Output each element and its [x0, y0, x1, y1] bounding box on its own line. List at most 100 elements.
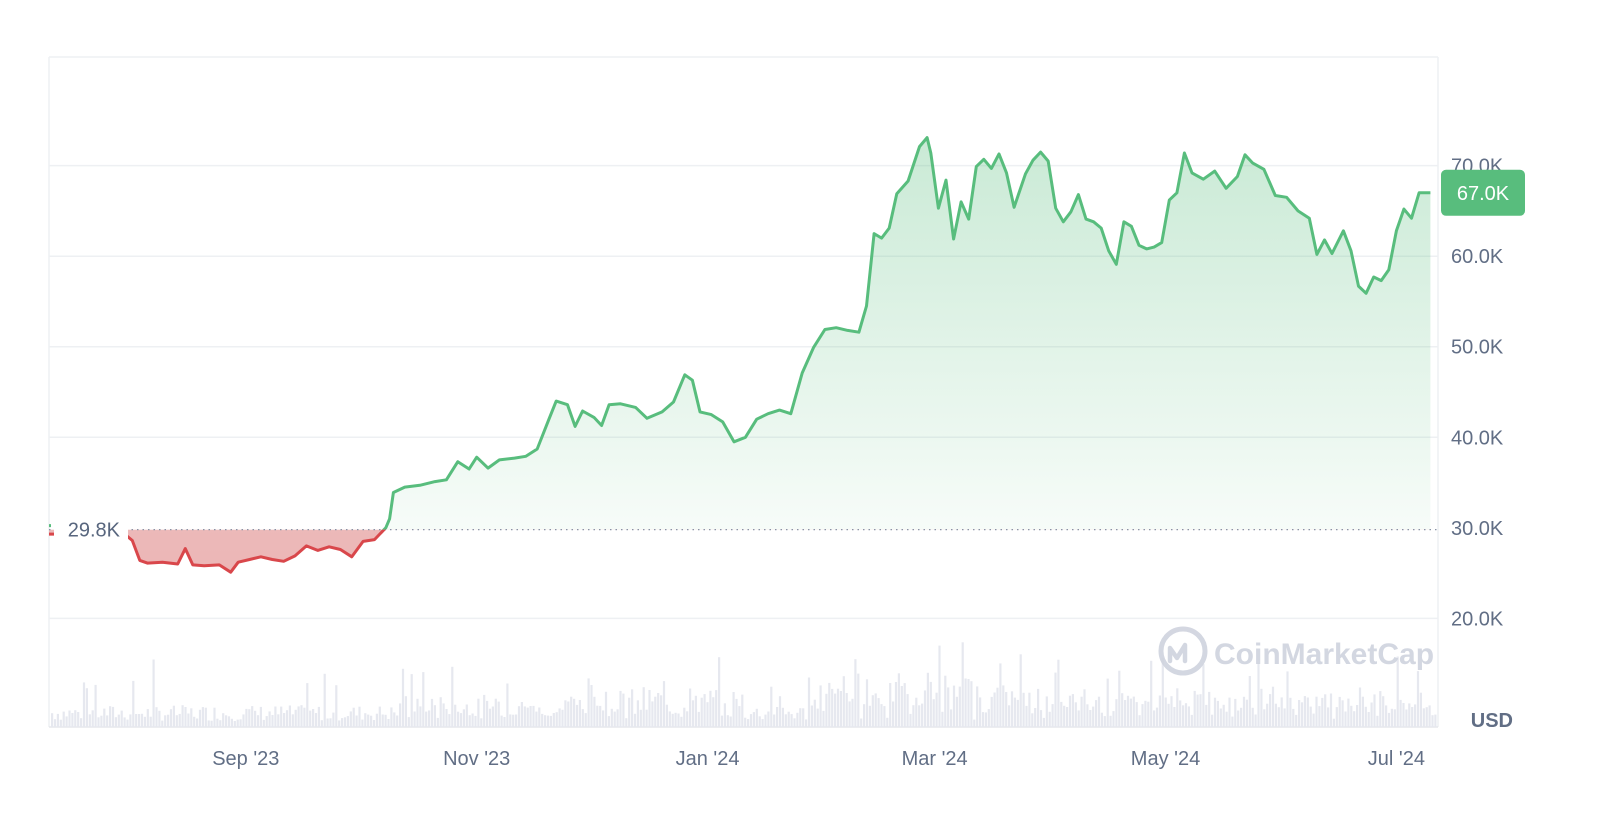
volume-bar	[990, 696, 993, 727]
volume-bar	[532, 705, 535, 727]
volume-bar	[1422, 708, 1425, 727]
volume-bar	[1283, 708, 1286, 727]
volume-bar	[1329, 693, 1333, 727]
volume-bar	[581, 709, 584, 727]
volume-bar	[56, 713, 59, 727]
volume-bar	[546, 715, 550, 727]
volume-bar	[1219, 708, 1222, 727]
volume-bar	[703, 694, 706, 727]
volume-bar	[880, 704, 883, 727]
x-tick-label: Jul '24	[1368, 748, 1425, 770]
volume-bar	[538, 707, 541, 727]
volume-bar	[662, 681, 666, 727]
volume-bar	[1129, 698, 1132, 727]
volume-bar	[320, 720, 323, 727]
volume-bar	[109, 706, 112, 727]
volume-bar	[393, 712, 396, 727]
volume-bar	[889, 683, 892, 727]
volume-bar	[1095, 700, 1098, 727]
volume-bar	[123, 717, 126, 727]
volume-bar	[349, 711, 352, 727]
volume-bar	[396, 715, 399, 727]
volume-bar	[529, 706, 532, 727]
volume-bar	[175, 715, 178, 727]
volume-bar	[686, 711, 689, 727]
volume-bar	[851, 698, 854, 727]
volume-bar	[770, 686, 773, 727]
volume-bar	[332, 712, 335, 727]
volume-bar	[204, 707, 207, 727]
volume-bar	[1138, 715, 1141, 727]
volume-bar	[1298, 700, 1301, 727]
volume-bar	[1037, 688, 1040, 727]
volume-bar	[227, 716, 231, 727]
volume-bar	[1216, 700, 1219, 727]
volume-bar	[515, 714, 518, 727]
volume-bar	[207, 720, 210, 727]
volume-bar	[1356, 705, 1359, 727]
volume-bar	[1022, 692, 1025, 727]
volume-bar	[1245, 699, 1248, 727]
volume-bar	[283, 713, 286, 727]
volume-bar	[555, 712, 558, 727]
volume-bar	[483, 694, 486, 727]
volume-bar	[1182, 705, 1185, 727]
volume-bar	[59, 719, 62, 727]
volume-bar	[1382, 696, 1385, 727]
volume-bar	[138, 714, 141, 727]
volume-bar	[71, 713, 74, 727]
volume-bar	[85, 688, 88, 727]
currency-label: USD	[1471, 710, 1513, 732]
volume-bar	[288, 705, 291, 727]
volume-bar	[306, 683, 309, 727]
volume-bar	[135, 714, 138, 727]
volume-bar	[1370, 702, 1373, 727]
volume-bar	[314, 713, 318, 727]
volume-bar	[1396, 656, 1399, 727]
volume-bar	[738, 706, 741, 727]
volume-bar	[428, 710, 431, 727]
current-price: 67.0K	[1457, 183, 1510, 205]
volume-bar	[1414, 704, 1417, 727]
volume-bar	[1242, 696, 1246, 727]
volume-bar	[480, 718, 483, 727]
volume-bar	[883, 706, 886, 727]
volume-bar	[694, 695, 697, 727]
volume-bar	[1411, 707, 1414, 727]
volume-bar	[1266, 703, 1269, 727]
volume-bar	[1309, 706, 1312, 727]
volume-bar	[280, 706, 283, 727]
volume-bar	[1147, 701, 1150, 727]
volume-bar	[712, 697, 715, 727]
volume-bar	[596, 705, 599, 727]
volume-bar	[262, 719, 265, 727]
volume-bar	[839, 691, 842, 727]
baseline-label: 29.8K	[54, 515, 128, 542]
x-tick-label: Sep '23	[212, 748, 279, 770]
volume-bar	[416, 698, 419, 727]
volume-bar	[683, 707, 686, 727]
volume-bar	[1074, 702, 1077, 727]
volume-bar	[541, 713, 544, 727]
volume-bar	[799, 708, 802, 727]
volume-bar	[677, 713, 680, 727]
volume-bar	[1419, 692, 1422, 727]
volume-bar	[462, 709, 465, 727]
volume-bar	[364, 713, 367, 727]
volume-bar	[1144, 700, 1147, 727]
volume-bar	[1025, 705, 1028, 727]
volume-bar	[1008, 705, 1011, 727]
volume-bar	[897, 673, 900, 727]
volume-bar	[665, 704, 668, 727]
volume-bar	[1379, 691, 1382, 727]
volume-bar	[648, 690, 651, 727]
volume-bar	[1051, 704, 1054, 727]
volume-bar	[1269, 694, 1272, 727]
volume-bar	[509, 714, 512, 727]
volume-bar	[117, 714, 120, 727]
volume-bar	[1103, 716, 1106, 727]
volume-bar	[158, 710, 161, 727]
volume-bar	[894, 682, 898, 727]
volume-bar	[300, 705, 303, 727]
volume-bar	[944, 675, 947, 727]
